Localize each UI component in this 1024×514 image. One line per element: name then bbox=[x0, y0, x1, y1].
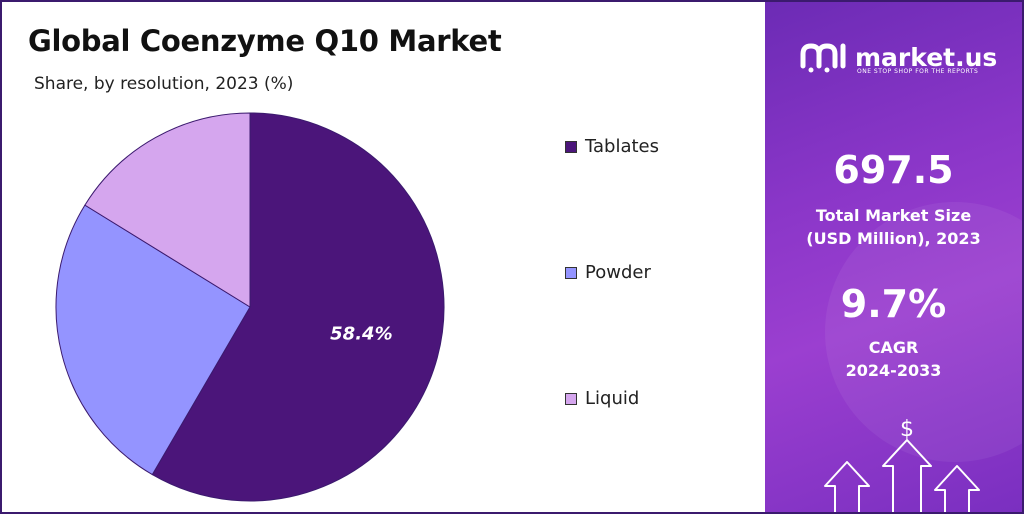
legend-label-tablates: Tablates bbox=[585, 136, 660, 157]
background-glow bbox=[825, 202, 1022, 462]
growth-arrows-icon: $ bbox=[824, 417, 980, 512]
brand-logo: market.us ONE STOP SHOP FOR THE REPORTS bbox=[799, 40, 998, 75]
legend-item-liquid: Liquid bbox=[565, 388, 639, 409]
cagr-label-line1: CAGR bbox=[868, 338, 919, 357]
cagr-label-line2: 2024-2033 bbox=[845, 361, 942, 380]
chart-title: Global Coenzyme Q10 Market bbox=[28, 24, 502, 58]
legend-swatch-tablates bbox=[565, 140, 577, 153]
summary-panel: market.us ONE STOP SHOP FOR THE REPORTS … bbox=[765, 2, 1022, 512]
market-size-label-line1: Total Market Size bbox=[815, 206, 972, 225]
chart-subtitle: Share, by resolution, 2023 (%) bbox=[34, 74, 294, 94]
cagr-label: CAGR 2024-2033 bbox=[765, 336, 1022, 382]
legend-label-liquid: Liquid bbox=[585, 388, 640, 409]
dollar-icon: $ bbox=[900, 417, 914, 442]
legend-item-tablates: Tablates bbox=[565, 136, 659, 157]
pie-chart: 58.4% bbox=[55, 112, 445, 502]
pie-slice-liquid bbox=[84, 112, 251, 308]
legend-swatch-powder bbox=[565, 266, 577, 279]
cagr-value: 9.7% bbox=[840, 282, 947, 326]
brand-tagline: ONE STOP SHOP FOR THE REPORTS bbox=[857, 68, 979, 75]
market-us-logo-icon bbox=[800, 43, 846, 73]
market-size-label: Total Market Size (USD Million), 2023 bbox=[765, 204, 1022, 250]
legend-swatch-liquid bbox=[565, 392, 577, 405]
market-size-value: 697.5 bbox=[833, 148, 954, 192]
pie-slice-powder bbox=[55, 204, 251, 476]
legend-item-powder: Powder bbox=[565, 262, 651, 283]
legend-label-powder: Powder bbox=[585, 262, 651, 283]
market-size-label-line2: (USD Million), 2023 bbox=[806, 229, 981, 248]
pie-slice-tablates bbox=[151, 112, 445, 502]
data-label-tablates: 58.4% bbox=[330, 323, 392, 344]
brand-name: market.us bbox=[855, 42, 998, 72]
chart-panel: Global Coenzyme Q10 Market Share, by res… bbox=[2, 2, 762, 512]
